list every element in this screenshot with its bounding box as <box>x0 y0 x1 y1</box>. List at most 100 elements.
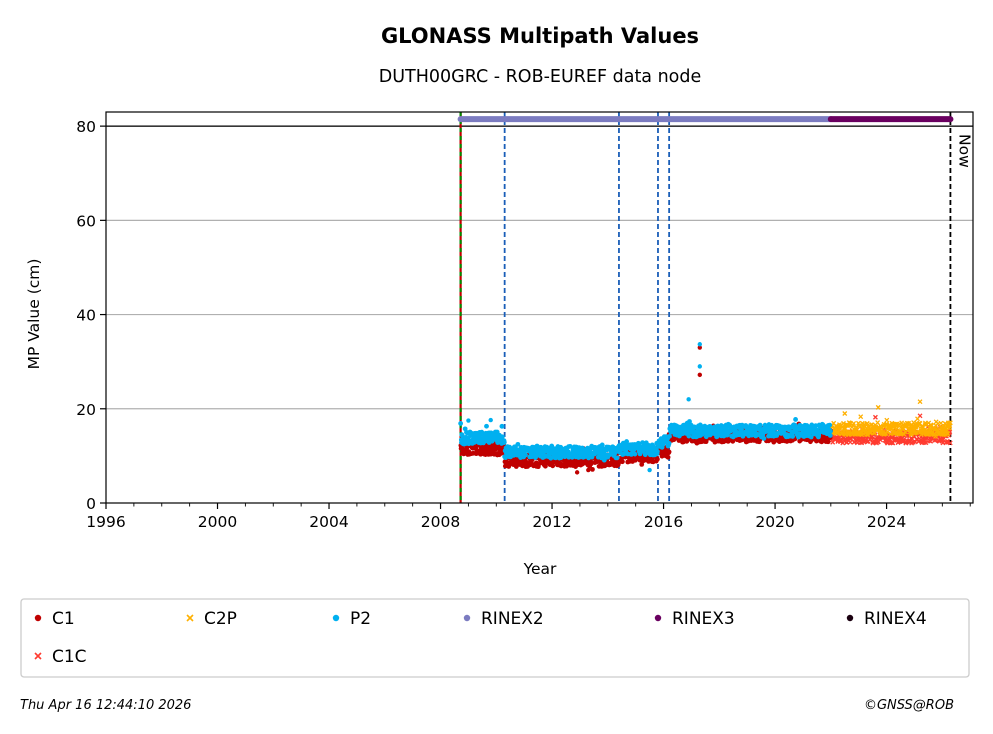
outlier-point <box>875 404 881 410</box>
now-label: Now <box>955 134 973 168</box>
outlier-point <box>686 397 691 402</box>
data-point <box>865 424 871 430</box>
chart-title: GLONASS Multipath Values <box>381 24 699 48</box>
data-point <box>614 455 620 461</box>
outlier-point <box>697 342 702 347</box>
outlier-point <box>697 345 702 350</box>
data-point <box>923 440 929 446</box>
legend-label: P2 <box>350 609 371 629</box>
data-point <box>947 440 953 446</box>
x-tick-label: 2008 <box>421 513 460 531</box>
legend-marker <box>34 652 42 660</box>
legend-marker <box>186 614 194 622</box>
data-point <box>790 434 796 439</box>
x-tick-label: 1996 <box>86 513 125 531</box>
outlier-point <box>697 372 702 378</box>
data-point <box>499 434 505 440</box>
data-point <box>632 451 638 457</box>
data-point <box>624 439 630 444</box>
legend-marker <box>34 614 42 622</box>
series-p2 <box>458 342 833 473</box>
data-point <box>484 423 489 429</box>
y-tick-label: 80 <box>76 118 96 136</box>
data-point <box>499 423 505 429</box>
y-axis-label: MP Value (cm) <box>25 259 43 370</box>
data-point <box>589 454 595 460</box>
x-tick-label: 2024 <box>867 513 906 531</box>
chart-subtitle: DUTH00GRC - ROB-EUREF data node <box>379 67 702 87</box>
data-point <box>827 433 833 438</box>
legend-marker <box>846 614 854 622</box>
y-tick-label: 60 <box>76 212 96 230</box>
data-point <box>558 455 564 461</box>
outlier-point <box>697 364 702 369</box>
data-point <box>515 441 521 447</box>
legend-label: C1 <box>52 609 75 629</box>
data-point <box>945 431 951 437</box>
data-point <box>851 421 857 426</box>
outlier-point <box>586 467 591 473</box>
data-point <box>655 456 660 462</box>
outlier-point <box>647 467 652 473</box>
data-point <box>827 422 833 428</box>
footer-timestamp: Thu Apr 16 12:44:10 2026 <box>20 698 191 713</box>
outlier-point <box>466 418 471 423</box>
legend-item-rinex3: RINEX3 <box>654 609 735 629</box>
data-point <box>858 414 864 420</box>
data-point <box>793 417 798 422</box>
data-point <box>915 416 920 422</box>
legend: C1 C2P P2 RINEX2 RINEX3 RINEX4 C1C <box>34 609 927 667</box>
y-axis-ticks: 0 20 40 60 80 <box>76 118 106 513</box>
x-tick-label: 2020 <box>755 513 794 531</box>
legend-item-c1: C1 <box>34 609 75 629</box>
data-point <box>947 420 953 426</box>
outlier-point <box>574 470 580 475</box>
data-point <box>835 429 841 435</box>
legend-label: C1C <box>52 647 87 667</box>
data-point <box>769 422 775 428</box>
data-point <box>590 466 595 472</box>
data-point <box>901 431 907 437</box>
data-point <box>857 439 863 445</box>
data-point <box>599 442 605 448</box>
data-points <box>458 342 953 475</box>
legend-box <box>20 598 970 678</box>
outlier-point <box>872 414 878 420</box>
y-tick-label: 20 <box>76 401 96 419</box>
data-point <box>761 436 767 441</box>
data-point <box>890 440 896 446</box>
data-point <box>864 420 870 426</box>
x-tick-label: 2000 <box>198 513 237 531</box>
legend-marker <box>332 614 340 622</box>
data-point <box>739 426 744 432</box>
x-axis-ticks: 1996 2000 2004 2008 2012 2016 2020 2024 <box>86 503 971 531</box>
data-point <box>501 439 507 445</box>
x-tick-label: 2012 <box>532 513 571 531</box>
data-point <box>458 421 464 426</box>
x-tick-label: 2016 <box>644 513 683 531</box>
data-point <box>588 461 594 467</box>
data-point <box>620 459 625 465</box>
legend-item-rinex2: RINEX2 <box>463 609 544 629</box>
data-point <box>885 429 890 435</box>
y-tick-label: 40 <box>76 307 96 325</box>
legend-label: RINEX4 <box>864 609 927 629</box>
data-point <box>687 419 692 424</box>
outlier-point <box>842 411 848 416</box>
event-lines: Now <box>106 112 973 503</box>
outlier-point <box>917 399 923 405</box>
legend-item-c2p: C2P <box>186 609 237 629</box>
data-point <box>757 422 763 428</box>
data-point <box>884 417 890 423</box>
plot-area-frame <box>105 111 974 504</box>
data-point <box>666 449 672 455</box>
x-axis-label: Year <box>523 560 557 578</box>
legend-item-p2: P2 <box>332 609 371 629</box>
data-point <box>828 428 833 434</box>
data-point <box>908 432 914 438</box>
legend-marker <box>463 614 471 622</box>
data-point <box>847 439 853 445</box>
outlier-point <box>488 417 493 423</box>
legend-marker <box>654 614 662 622</box>
